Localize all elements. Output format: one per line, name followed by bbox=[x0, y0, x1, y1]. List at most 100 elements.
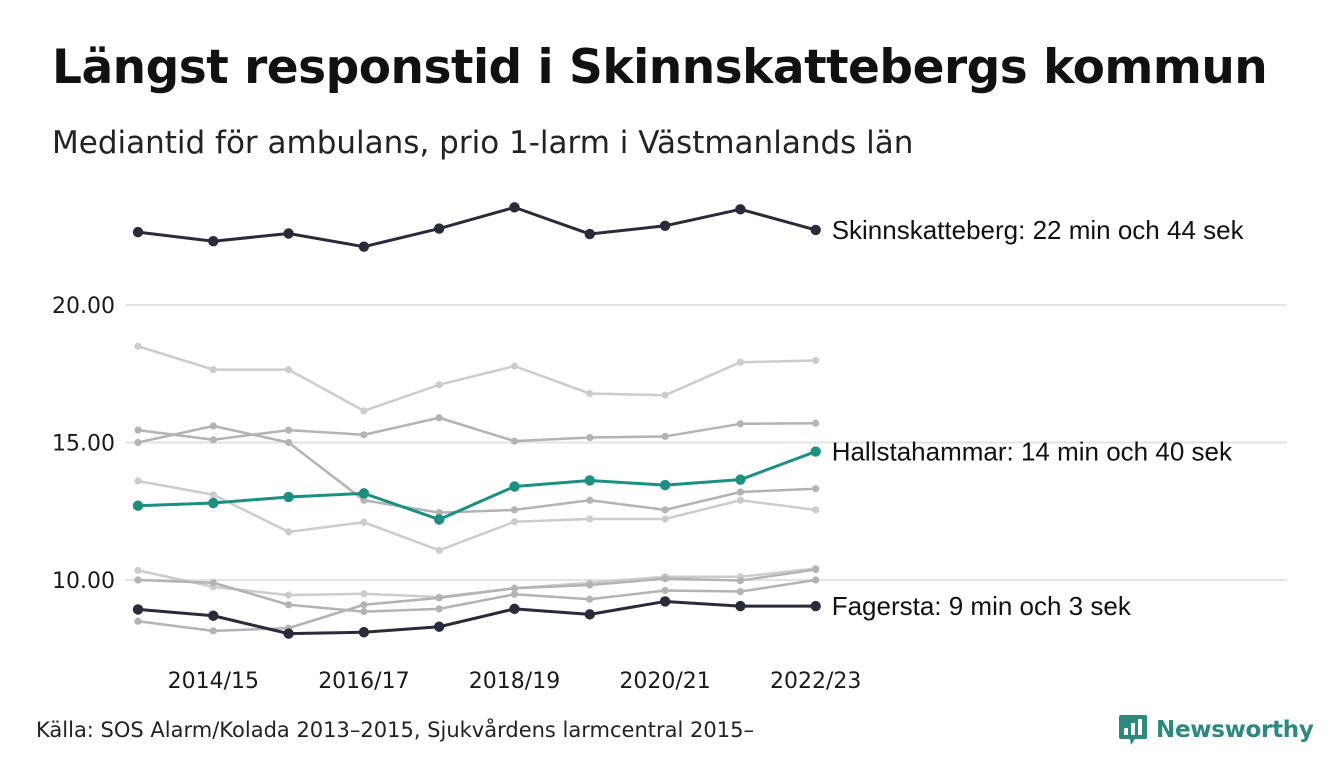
background-series-point bbox=[134, 617, 142, 625]
highlighted-series-point bbox=[810, 600, 821, 612]
background-series-point bbox=[661, 515, 669, 523]
background-series-point bbox=[661, 391, 669, 399]
highlighted-series-point bbox=[132, 604, 144, 615]
chart-subtitle: Mediantid för ambulans, prio 1-larm i Vä… bbox=[52, 125, 914, 161]
highlighted-series-point bbox=[735, 600, 746, 612]
highlighted-series-point bbox=[208, 236, 219, 247]
background-series-line bbox=[136, 416, 817, 443]
y-tick-label: 10.00 bbox=[52, 569, 115, 594]
highlighted-series-point bbox=[358, 627, 370, 638]
background-series-point bbox=[435, 381, 443, 389]
highlighted-series-point bbox=[434, 621, 445, 632]
background-series-point bbox=[209, 436, 217, 444]
highlighted-series-point bbox=[208, 497, 219, 509]
highlighted-series-point bbox=[735, 474, 746, 485]
background-series-point bbox=[586, 433, 594, 442]
background-series-point bbox=[812, 565, 820, 574]
highlighted-series-line bbox=[136, 450, 818, 521]
x-tick-label: 2022/23 bbox=[770, 669, 861, 694]
background-series-line bbox=[136, 568, 817, 633]
background-series-point bbox=[435, 605, 443, 613]
background-series-point bbox=[586, 581, 594, 589]
background-series-point bbox=[134, 438, 142, 447]
background-series-point bbox=[510, 590, 519, 598]
highlighted-series-point bbox=[810, 224, 821, 236]
background-series-point bbox=[360, 496, 368, 504]
highlighted-series-point bbox=[208, 610, 219, 621]
background-series-point bbox=[209, 627, 217, 635]
highlighted-series-line bbox=[136, 599, 818, 636]
background-series-point bbox=[134, 477, 142, 485]
background-series-point bbox=[435, 594, 443, 602]
background-series-point bbox=[435, 414, 443, 422]
background-series-point bbox=[209, 422, 217, 430]
background-series-point bbox=[435, 509, 443, 517]
background-series-point bbox=[134, 342, 142, 350]
background-series-line bbox=[136, 424, 817, 514]
background-series-point bbox=[812, 506, 820, 514]
background-series-point bbox=[285, 426, 293, 434]
background-series-point bbox=[586, 595, 594, 603]
background-series-point bbox=[510, 518, 519, 526]
background-series-point bbox=[209, 491, 217, 499]
brand[interactable]: Newsworthy bbox=[1118, 713, 1314, 747]
x-tick-label: 2020/21 bbox=[619, 669, 710, 694]
highlighted-series-point bbox=[659, 596, 671, 607]
x-tick-label: 2014/15 bbox=[168, 669, 259, 694]
background-series-point bbox=[736, 358, 745, 366]
axis-labels: 10.00 15.00 20.00 2014/15 2016/17 2018/19 2020… bbox=[52, 294, 861, 694]
series-labels: Skinnskatteberg: 22 min och 44 sek Hallst… bbox=[832, 215, 1245, 621]
background-series-point bbox=[285, 591, 293, 599]
background-series-point bbox=[510, 584, 519, 592]
highlighted-series-point bbox=[584, 228, 595, 240]
background-series-point bbox=[209, 579, 217, 587]
highlighted-series-point bbox=[434, 514, 445, 525]
highlighted-series-point bbox=[132, 500, 144, 511]
background-series-point bbox=[360, 601, 368, 609]
highlighted-series-point bbox=[659, 479, 671, 491]
background-series-point bbox=[736, 576, 745, 585]
background-series-point bbox=[435, 546, 443, 554]
background-series-point bbox=[812, 485, 820, 493]
background-series-point bbox=[510, 362, 519, 370]
series-end-label: Skinnskatteberg: 22 min och 44 sek bbox=[832, 215, 1245, 245]
background-series bbox=[134, 342, 820, 635]
background-series-point bbox=[360, 407, 368, 415]
y-tick-label: 20.00 bbox=[52, 294, 115, 319]
background-series-point bbox=[736, 587, 745, 596]
highlighted-series-point bbox=[509, 202, 520, 213]
background-series-point bbox=[285, 366, 293, 374]
background-series-point bbox=[586, 389, 594, 398]
background-series-point bbox=[134, 566, 142, 574]
background-series-point bbox=[285, 438, 293, 447]
source-note: Källa: SOS Alarm/Kolada 2013–2015, Sjukv… bbox=[36, 718, 754, 742]
background-series-point bbox=[209, 366, 217, 374]
highlighted-series-point bbox=[810, 446, 821, 457]
highlighted-series-point bbox=[659, 220, 671, 231]
background-series-point bbox=[360, 590, 368, 598]
highlighted-series-point bbox=[735, 204, 746, 215]
highlighted-series-point bbox=[584, 609, 595, 620]
highlighted-series-point bbox=[509, 603, 520, 615]
highlighted-series-point bbox=[283, 628, 294, 639]
chart-bubble-icon bbox=[1119, 715, 1147, 745]
background-series-point bbox=[586, 496, 594, 504]
line-chart: Skinnskatteberg: 22 min och 44 sek Hallst… bbox=[52, 202, 1287, 694]
background-series-point bbox=[812, 576, 820, 584]
background-series-point bbox=[360, 608, 368, 616]
background-series-point bbox=[360, 431, 368, 439]
background-series-point bbox=[812, 419, 820, 427]
background-series-point bbox=[661, 575, 669, 583]
background-series-point bbox=[812, 356, 820, 365]
x-tick-label: 2018/19 bbox=[469, 669, 560, 694]
background-series-point bbox=[285, 601, 293, 609]
highlighted-series-line bbox=[136, 205, 818, 249]
background-series-point bbox=[736, 420, 745, 428]
background-series-point bbox=[586, 515, 594, 523]
chart-title: Längst responstid i Skinnskattebergs kom… bbox=[52, 40, 1268, 95]
brand-name: Newsworthy bbox=[1156, 717, 1314, 743]
highlighted-series-point bbox=[283, 228, 294, 239]
background-series-point bbox=[510, 437, 519, 445]
background-series-point bbox=[134, 426, 142, 434]
highlighted-series-point bbox=[358, 241, 370, 252]
